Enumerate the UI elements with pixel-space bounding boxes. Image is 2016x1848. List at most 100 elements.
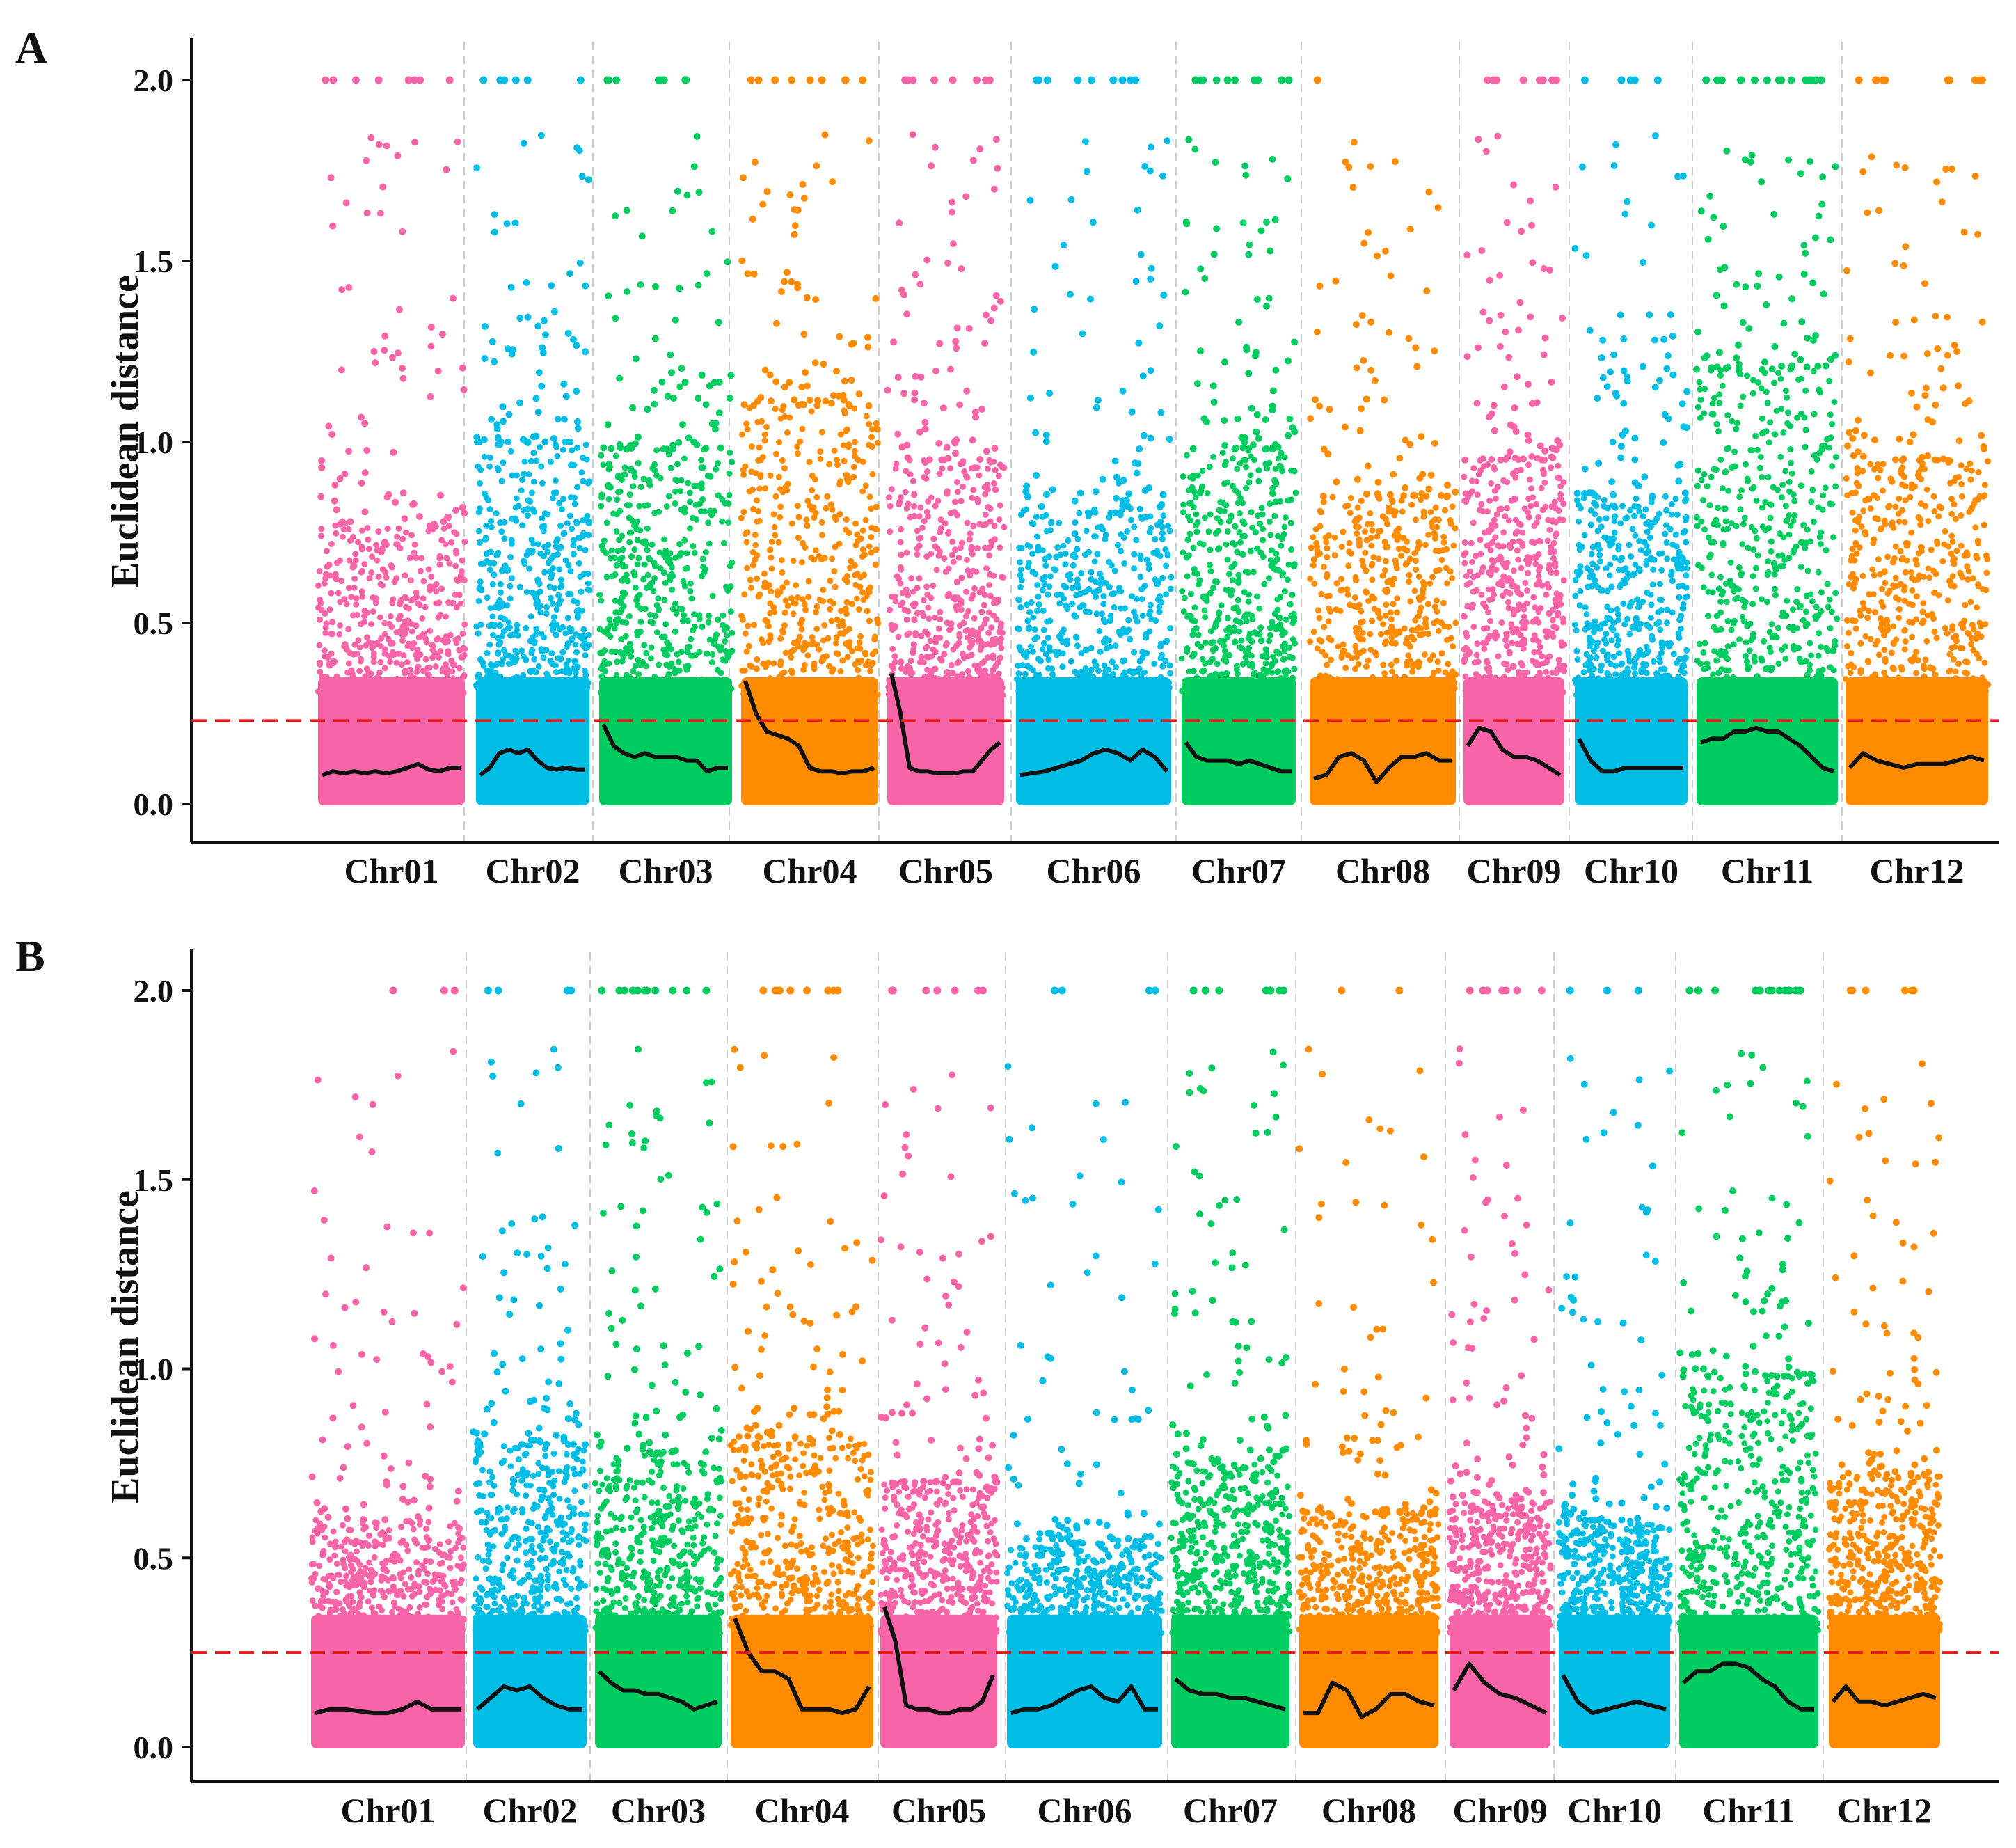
snp-point (1035, 601, 1042, 608)
snp-point (958, 600, 965, 607)
snp-point (1552, 505, 1559, 512)
snp-point (635, 671, 642, 678)
snp-point (413, 668, 420, 675)
snp-point (1485, 609, 1491, 615)
snp-point (622, 633, 629, 640)
snp-point (921, 418, 929, 426)
snp-point (404, 659, 411, 665)
snp-point (370, 650, 377, 657)
snp-point (445, 513, 452, 521)
snp-point (1490, 402, 1498, 409)
snp-point (1104, 684, 1111, 691)
snp-point (1380, 621, 1386, 628)
panel-a-label: A (15, 23, 47, 72)
snp-point (1242, 457, 1249, 464)
snp-point (651, 400, 658, 408)
snp-point (1034, 582, 1041, 588)
snp-point (570, 551, 577, 558)
snp-point (963, 556, 970, 563)
capped-point (681, 76, 690, 84)
snp-point (689, 514, 696, 521)
snp-point (403, 603, 409, 610)
snp-point (851, 562, 858, 569)
snp-point (1067, 196, 1075, 203)
snp-point (1452, 488, 1459, 496)
snp-point (768, 539, 775, 545)
snp-point (1435, 516, 1442, 523)
snp-point (651, 467, 658, 474)
snp-point (381, 665, 388, 672)
snp-point (378, 549, 385, 556)
snp-point (920, 613, 927, 619)
snp-point (848, 601, 855, 608)
snp-point (340, 526, 347, 532)
snp-point (746, 488, 753, 495)
snp-point (486, 506, 493, 513)
capped-point (1313, 76, 1321, 84)
snp-point (322, 575, 329, 582)
snp-point (821, 131, 829, 139)
snp-point (1511, 404, 1518, 412)
snp-point (1163, 591, 1170, 598)
snp-point (955, 554, 962, 561)
snp-point (1143, 650, 1150, 656)
chromosome-chr06-points (1013, 76, 1175, 805)
snp-point (1148, 525, 1154, 531)
snp-point (414, 646, 421, 653)
snp-point (1546, 565, 1553, 572)
snp-point (949, 208, 955, 216)
snp-point (537, 444, 543, 450)
snp-point (651, 674, 658, 681)
snp-point (538, 463, 545, 470)
snp-point (813, 626, 820, 632)
snp-point (1514, 547, 1521, 554)
snp-point (619, 658, 626, 665)
snp-point (1291, 563, 1298, 570)
snp-point (521, 458, 528, 465)
snp-point (1069, 601, 1075, 608)
snp-point (665, 493, 672, 500)
snp-point (491, 358, 498, 365)
snp-point (854, 570, 861, 577)
snp-point (912, 632, 919, 639)
snp-point (409, 500, 417, 508)
snp-point (673, 610, 680, 617)
snp-point (1289, 686, 1296, 693)
snp-point (531, 638, 538, 645)
dense-point-band (1463, 677, 1564, 805)
snp-point (839, 391, 847, 399)
snp-point (978, 660, 985, 667)
snp-point (795, 690, 802, 697)
snp-point (1287, 679, 1294, 686)
snp-point (912, 271, 919, 278)
snp-point (640, 677, 647, 684)
snp-point (1406, 571, 1413, 578)
snp-point (821, 622, 828, 629)
snp-point (1447, 516, 1454, 523)
snp-point (959, 651, 966, 657)
snp-point (1156, 603, 1163, 610)
snp-point (862, 649, 868, 656)
snp-point (602, 661, 609, 668)
snp-point (1418, 604, 1424, 611)
snp-point (1029, 569, 1036, 576)
snp-point (476, 585, 483, 592)
snp-point (1026, 609, 1033, 616)
snp-point (1527, 503, 1534, 510)
snp-point (1470, 623, 1477, 630)
capped-point (901, 76, 910, 84)
snp-point (768, 397, 775, 405)
snp-point (928, 594, 935, 601)
snp-point (363, 679, 370, 686)
snp-point (844, 578, 850, 585)
snp-point (772, 378, 780, 386)
snp-point (767, 677, 774, 684)
snp-point (1681, 528, 1688, 535)
dense-point-band (1575, 677, 1688, 805)
snp-point (557, 597, 564, 603)
snp-point (982, 311, 990, 319)
snp-point (318, 457, 326, 464)
snp-point (775, 539, 782, 546)
snp-point (885, 684, 892, 690)
snp-point (514, 622, 521, 629)
